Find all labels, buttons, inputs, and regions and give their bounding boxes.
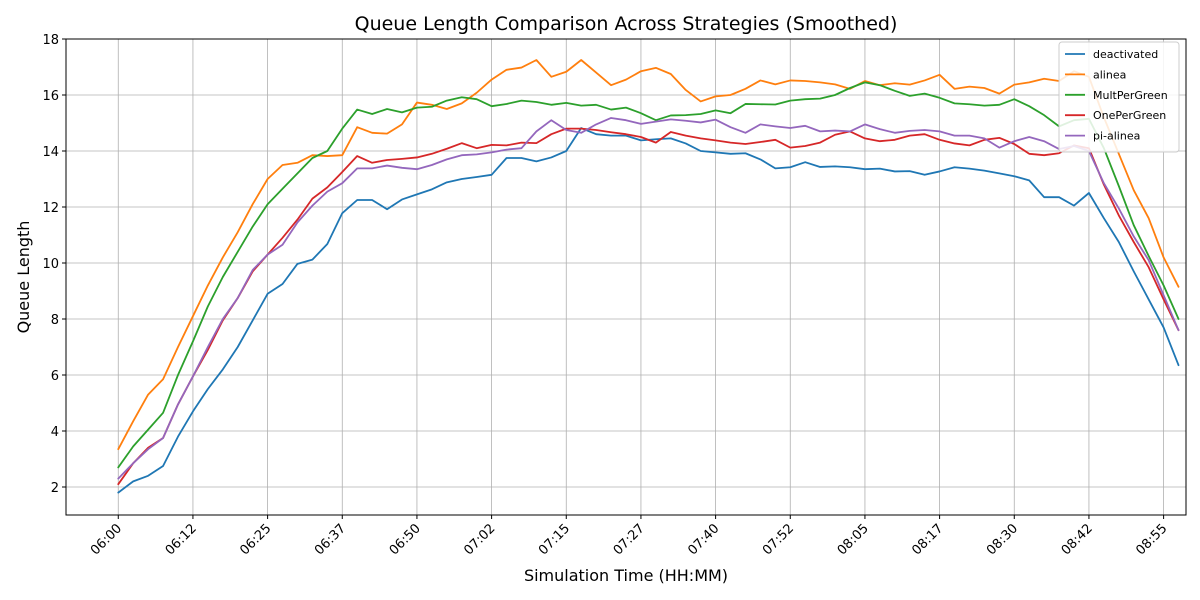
- x-axis-title: Simulation Time (HH:MM): [524, 566, 728, 585]
- x-tick-label: 06:50: [387, 521, 424, 558]
- y-tick-label: 18: [42, 33, 59, 48]
- x-tick-label: 08:55: [1133, 521, 1170, 558]
- x-tick-label: 06:12: [163, 521, 200, 558]
- x-tick-label: 06:00: [88, 521, 125, 558]
- legend-label: OnePerGreen: [1093, 109, 1166, 122]
- legend-label: pi-alinea: [1093, 130, 1140, 143]
- y-tick-label: 14: [42, 145, 59, 160]
- y-tick-label: 6: [51, 369, 59, 384]
- legend-label: alinea: [1093, 68, 1126, 81]
- x-tick-label: 06:37: [312, 521, 349, 558]
- x-tick-label: 07:52: [760, 521, 797, 558]
- x-tick-label: 08:17: [909, 521, 946, 558]
- plot-frame: [65, 38, 1187, 516]
- legend-box: [1058, 41, 1180, 153]
- y-axis-title: Queue Length: [14, 221, 33, 334]
- grid-layer: [66, 38, 1186, 515]
- y-tick-label: 2: [51, 481, 59, 496]
- x-tick-label: 07:02: [461, 521, 498, 558]
- legend-label: deactivated: [1093, 48, 1158, 61]
- x-tick-label: 07:15: [536, 521, 573, 558]
- series-line-multpergreen: [117, 81, 1180, 469]
- y-tick-label: 4: [51, 425, 59, 440]
- y-tick-label: 16: [42, 89, 59, 104]
- x-tick-label: 07:27: [611, 521, 648, 558]
- x-tick-label: 07:40: [685, 521, 722, 558]
- series-line-alinea: [117, 59, 1180, 451]
- legend: deactivated alinea MultPerGreen OnePerGreen…: [1058, 41, 1180, 153]
- chart-title: Queue Length Comparison Across Strategie…: [355, 13, 898, 35]
- x-tick-label: 08:42: [1059, 521, 1096, 558]
- y-tick-label: 8: [51, 313, 59, 328]
- series-layer: [117, 59, 1180, 494]
- series-line-onepergreen: [117, 127, 1180, 486]
- x-tick-label: 08:05: [835, 521, 872, 558]
- y-tick-label: 12: [42, 201, 59, 216]
- series-line-pi-alinea: [117, 117, 1180, 480]
- legend-label: MultPerGreen: [1093, 89, 1168, 102]
- x-tick-label: 06:25: [237, 521, 274, 558]
- x-tick-label: 08:30: [984, 521, 1021, 558]
- y-tick-label: 10: [42, 257, 59, 272]
- series-line-deactivated: [117, 127, 1180, 494]
- tick-layer: 06:00 06:12 06:25 06:37 06:50 07:02 07:15 07:27…: [42, 33, 1170, 558]
